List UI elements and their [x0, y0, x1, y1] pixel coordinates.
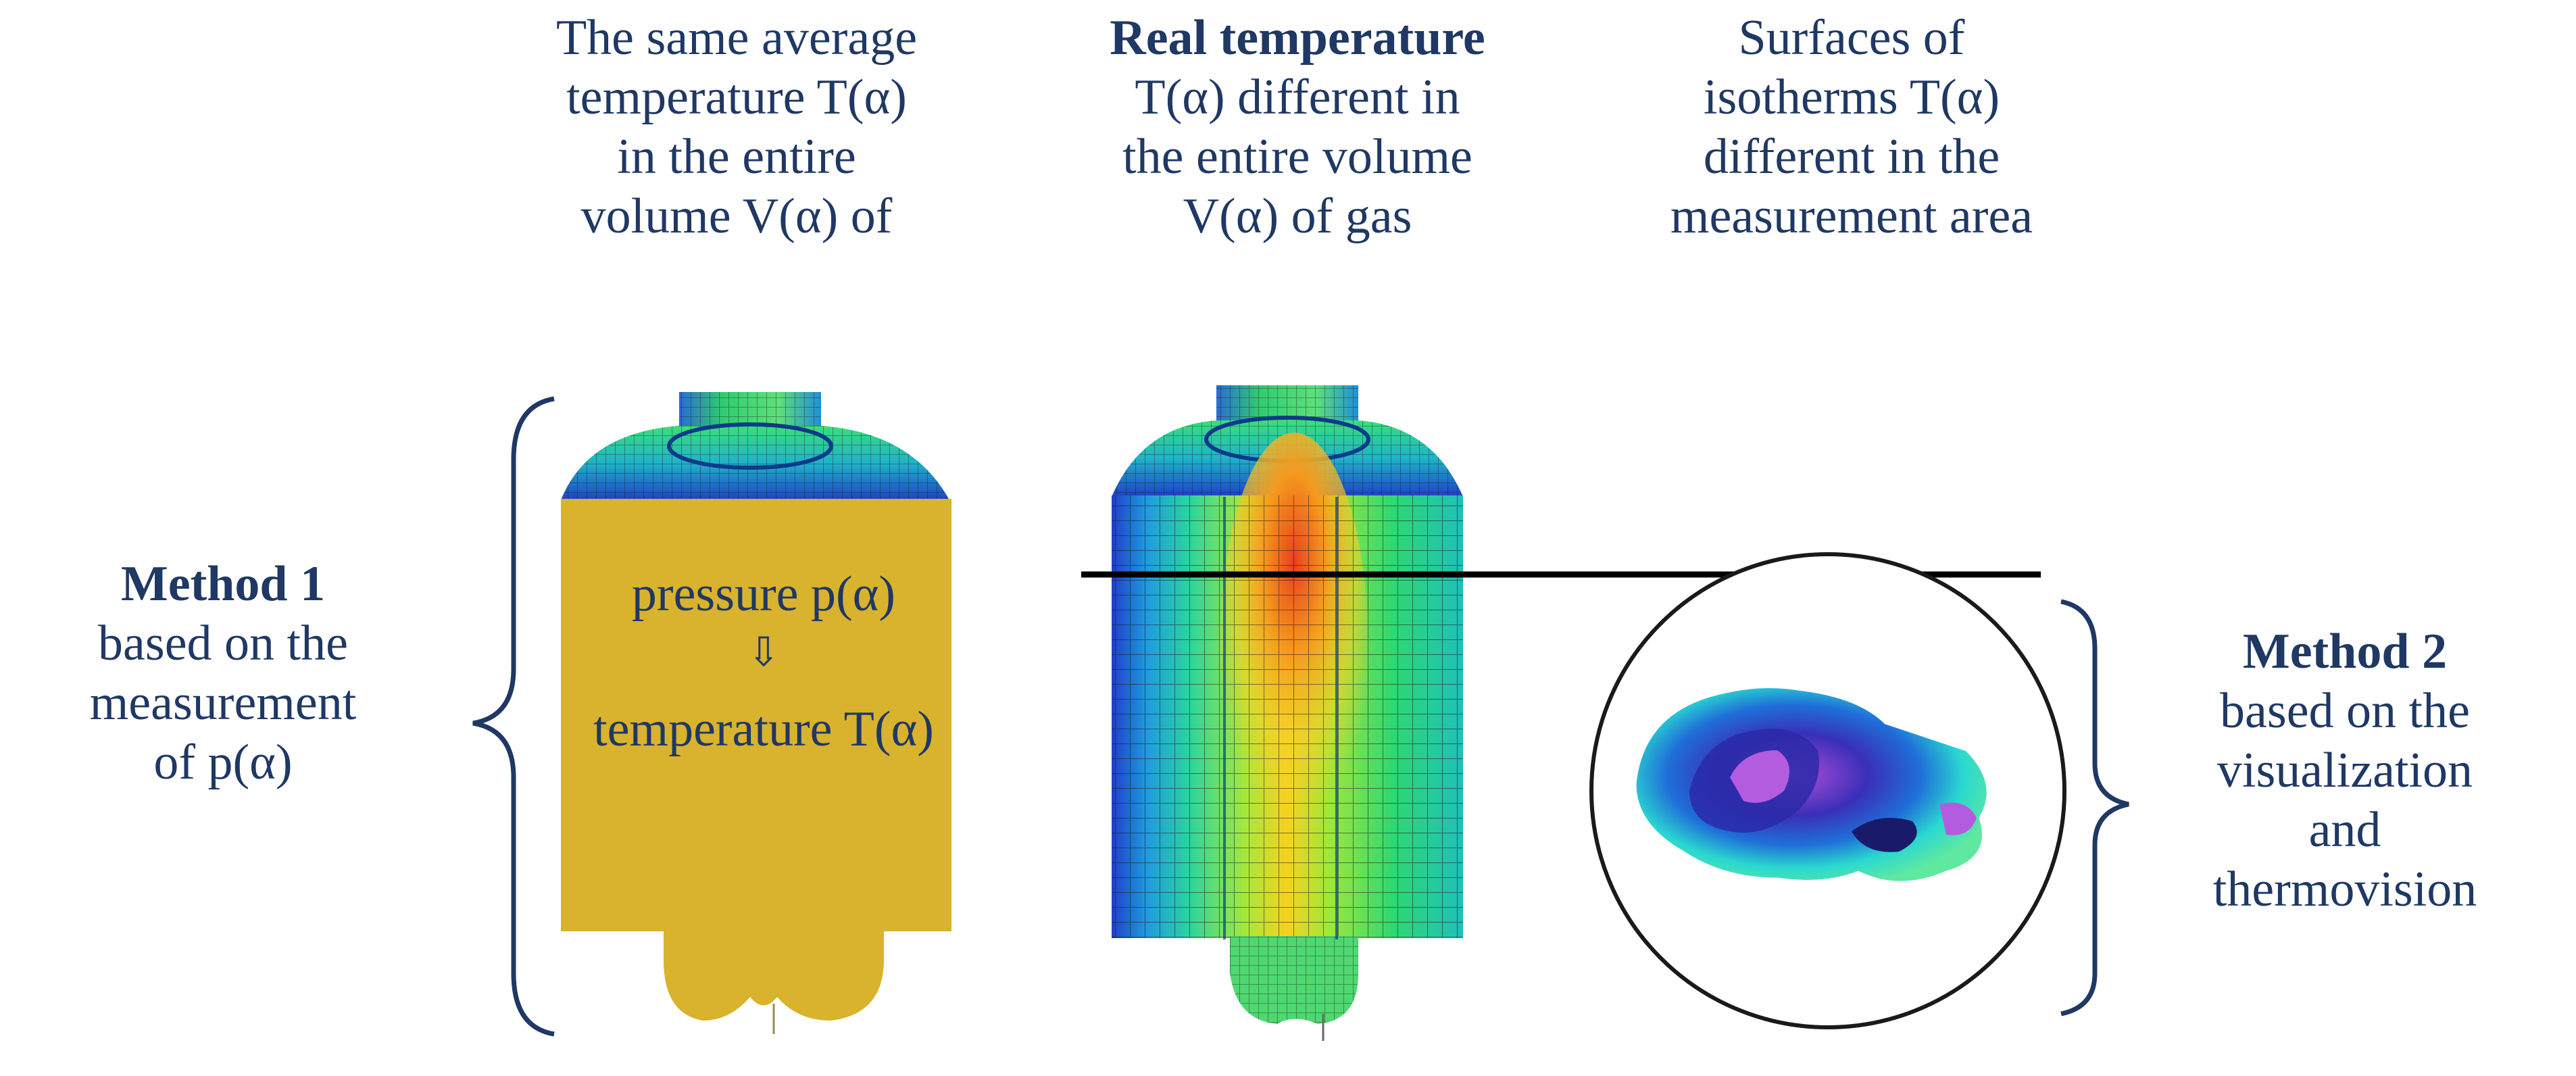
caption-line: isotherms T(α)	[1703, 70, 2000, 125]
caption-isotherm-surfaces: Surfaces of isotherms T(α) different in …	[1575, 8, 2129, 246]
caption-line: volume V(α) of	[580, 189, 893, 244]
method1-title: Method 1	[120, 556, 326, 612]
caption-line: The same average	[555, 10, 918, 66]
caption-line: the entire volume	[1122, 129, 1472, 185]
temperature-label: temperature T(α)	[593, 702, 934, 757]
method2-bracket	[2060, 599, 2129, 1017]
caption-line: Surfaces of	[1738, 10, 1965, 66]
left-model	[561, 392, 951, 1034]
method2-line: visualization	[2216, 743, 2473, 798]
caption-line: measurement area	[1670, 189, 2033, 244]
method1-line: based on the	[98, 616, 348, 671]
caption-heading: Real temperature	[1110, 10, 1485, 66]
caption-line: T(α) different in	[1135, 70, 1460, 125]
method1-line: of p(α)	[153, 735, 293, 790]
method2-description: Method 2 based on the visualization and …	[2135, 622, 2554, 919]
method1-description: Method 1 based on the measurement of p(α…	[14, 554, 432, 792]
method2-line: and	[2308, 802, 2381, 858]
method2-line: based on the	[2220, 683, 2470, 739]
caption-line: temperature T(α)	[566, 70, 907, 125]
caption-line: different in the	[1703, 129, 2000, 185]
isotherm-circle	[1589, 552, 2066, 1029]
caption-average-temperature: The same average temperature T(α) in the…	[460, 8, 1014, 246]
middle-model	[1112, 385, 1463, 1041]
down-arrow-icon: ⇩	[746, 630, 781, 675]
method2-line: thermovision	[2212, 862, 2477, 917]
method1-line: measurement	[89, 675, 357, 731]
caption-line: V(α) of gas	[1183, 189, 1412, 244]
caption-line: in the entire	[617, 129, 856, 185]
caption-real-temperature: Real temperature T(α) different in the e…	[1014, 8, 1581, 246]
method2-title: Method 2	[2242, 624, 2448, 679]
pressure-label: pressure p(α)	[631, 566, 896, 622]
method1-bracket	[472, 396, 555, 1037]
